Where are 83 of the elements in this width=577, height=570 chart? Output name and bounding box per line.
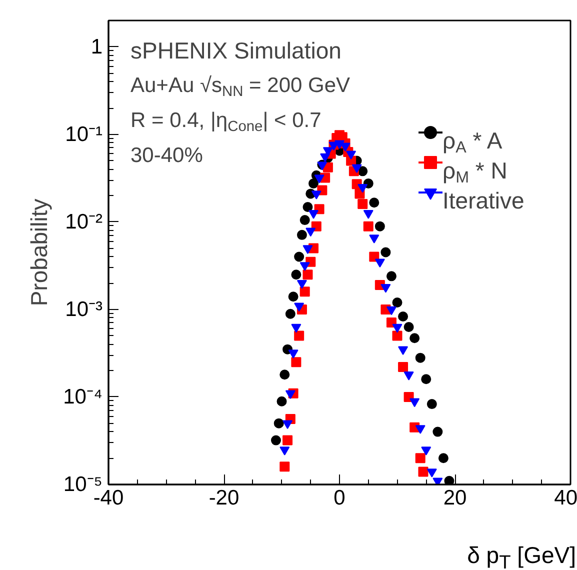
point bbox=[410, 398, 420, 408]
point bbox=[369, 252, 380, 262]
point bbox=[282, 435, 293, 446]
point bbox=[380, 284, 391, 293]
point bbox=[274, 418, 284, 428]
point bbox=[291, 324, 302, 333]
point bbox=[294, 252, 304, 262]
y-tick-label: 10⁻¹ bbox=[65, 122, 103, 146]
point bbox=[392, 324, 402, 333]
y-tick-label: 10⁻³ bbox=[65, 298, 103, 321]
point bbox=[426, 399, 437, 410]
text: sPHENIX Simulation bbox=[130, 38, 342, 64]
point bbox=[352, 164, 362, 174]
point bbox=[340, 142, 350, 152]
point bbox=[398, 346, 408, 356]
point bbox=[386, 306, 396, 316]
point bbox=[432, 426, 443, 437]
point bbox=[308, 178, 319, 188]
point bbox=[386, 271, 396, 282]
y-tick-label: 1 bbox=[90, 35, 103, 58]
point bbox=[392, 298, 402, 308]
point bbox=[398, 362, 408, 372]
point bbox=[300, 262, 310, 271]
point bbox=[296, 230, 307, 240]
point bbox=[374, 258, 385, 268]
point bbox=[300, 215, 310, 226]
x-tick-label: 0 bbox=[334, 486, 346, 510]
point bbox=[392, 330, 402, 341]
point bbox=[308, 210, 319, 219]
annotation: 30-40% bbox=[130, 144, 203, 167]
point bbox=[280, 446, 290, 456]
point bbox=[280, 370, 290, 380]
point bbox=[404, 322, 414, 332]
point bbox=[285, 308, 296, 319]
point bbox=[294, 330, 304, 341]
point bbox=[415, 352, 426, 363]
point bbox=[374, 221, 385, 232]
y-tick-label: 10⁻² bbox=[65, 210, 103, 234]
point bbox=[421, 374, 432, 384]
point bbox=[280, 462, 290, 472]
point bbox=[363, 210, 374, 219]
point bbox=[415, 425, 426, 434]
x-tick-label: 20 bbox=[443, 486, 467, 510]
point bbox=[363, 221, 374, 232]
point bbox=[306, 228, 316, 237]
legend-label: Iterative bbox=[442, 188, 524, 214]
point bbox=[291, 357, 302, 368]
point bbox=[426, 468, 437, 478]
point bbox=[311, 190, 322, 200]
x-tick-label: -20 bbox=[208, 486, 240, 510]
point bbox=[404, 372, 414, 380]
point bbox=[444, 476, 454, 484]
point bbox=[270, 435, 281, 446]
point bbox=[282, 420, 293, 430]
point bbox=[296, 280, 307, 289]
point bbox=[302, 245, 313, 254]
point bbox=[291, 270, 302, 280]
y-axis-title: Probability bbox=[26, 198, 52, 306]
point bbox=[418, 466, 428, 477]
point bbox=[288, 350, 298, 358]
point bbox=[346, 150, 356, 160]
point bbox=[421, 446, 432, 456]
point bbox=[300, 286, 310, 297]
point bbox=[302, 270, 313, 280]
point bbox=[288, 292, 298, 302]
point bbox=[358, 199, 368, 210]
point bbox=[314, 174, 324, 184]
point bbox=[334, 140, 344, 150]
point bbox=[294, 302, 304, 312]
point bbox=[358, 184, 368, 193]
y-tick-label: 10⁻⁴ bbox=[63, 385, 103, 408]
point bbox=[369, 234, 380, 244]
point bbox=[369, 198, 380, 208]
x-tick-label: 40 bbox=[554, 486, 577, 510]
point bbox=[398, 312, 408, 322]
point bbox=[276, 396, 287, 406]
point bbox=[415, 453, 426, 464]
point bbox=[285, 390, 296, 400]
point bbox=[438, 453, 448, 464]
x-axis-title: δ p$_{T}$ [GeV] bbox=[467, 542, 576, 570]
point bbox=[380, 247, 391, 258]
point bbox=[302, 202, 313, 212]
point bbox=[410, 333, 420, 344]
